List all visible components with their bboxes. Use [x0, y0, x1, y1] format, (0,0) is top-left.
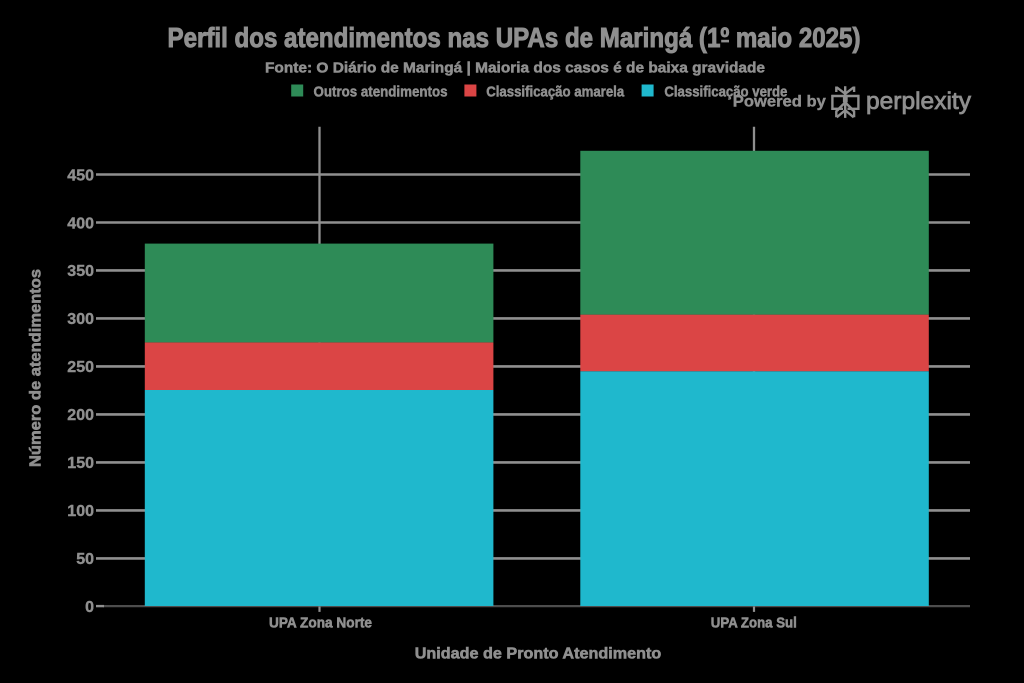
- svg-text:300: 300: [67, 311, 94, 328]
- svg-text:400: 400: [67, 215, 94, 232]
- svg-text:Outros atendimentos: Outros atendimentos: [314, 84, 448, 101]
- svg-text:Unidade de Pronto Atendimento: Unidade de Pronto Atendimento: [415, 646, 662, 663]
- svg-text:UPA Zona Norte: UPA Zona Norte: [269, 614, 372, 631]
- svg-text:50: 50: [76, 551, 94, 568]
- svg-text:150: 150: [67, 455, 94, 472]
- svg-text:450: 450: [67, 167, 94, 184]
- svg-text:UPA Zona Sul: UPA Zona Sul: [711, 614, 797, 631]
- svg-text:200: 200: [67, 407, 94, 424]
- svg-text:Perfil dos atendimentos nas UP: Perfil dos atendimentos nas UPAs de Mari…: [168, 22, 861, 53]
- svg-text:0: 0: [85, 599, 94, 616]
- svg-text:Classificação amarela: Classificação amarela: [486, 84, 625, 101]
- svg-text:Classificação verde: Classificação verde: [664, 84, 787, 101]
- svg-text:Powered by: Powered by: [733, 94, 826, 111]
- svg-text:100: 100: [67, 503, 94, 520]
- svg-text:350: 350: [67, 263, 94, 280]
- svg-text:perplexity: perplexity: [866, 88, 971, 115]
- svg-text:Fonte: O Diário de Maringá | M: Fonte: O Diário de Maringá | Maioria dos…: [265, 60, 765, 77]
- svg-text:250: 250: [67, 359, 94, 376]
- svg-text:Número de atendimentos: Número de atendimentos: [27, 269, 44, 467]
